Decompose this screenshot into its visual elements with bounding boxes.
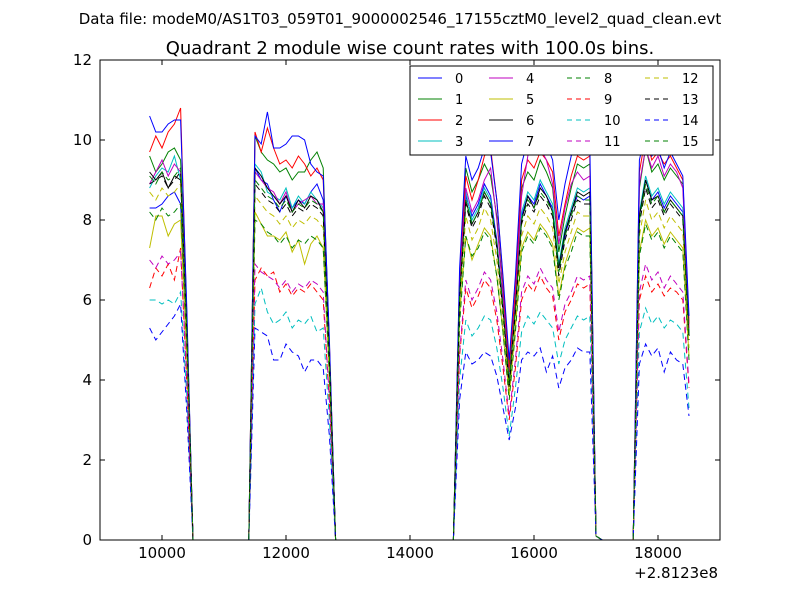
y-tick-label: 12: [73, 51, 92, 69]
series-layer: [149, 107, 690, 540]
series-line-15: [149, 166, 690, 540]
y-tick-label: 4: [82, 371, 92, 389]
legend-label-1: 1: [455, 93, 463, 108]
legend-label-4: 4: [526, 72, 534, 87]
legend-label-2: 2: [455, 114, 463, 129]
legend-label-7: 7: [526, 135, 534, 150]
x-tick-label: 16000: [510, 544, 558, 562]
legend-label-5: 5: [526, 93, 534, 108]
legend-label-0: 0: [455, 72, 463, 87]
x-tick-label: 12000: [262, 544, 310, 562]
y-tick-label: 6: [82, 291, 92, 309]
legend-label-9: 9: [604, 93, 612, 108]
legend-label-15: 15: [682, 135, 699, 150]
y-tick-label: 0: [82, 531, 92, 549]
figure-supertitle: Data file: modeM0/AS1T03_059T01_90000025…: [79, 10, 722, 29]
legend-label-8: 8: [604, 72, 612, 87]
legend-label-3: 3: [455, 135, 463, 150]
y-tick-label: 2: [82, 451, 92, 469]
y-tick-label: 10: [73, 131, 92, 149]
y-tick-label: 8: [82, 211, 92, 229]
x-tick-label: 14000: [386, 544, 434, 562]
x-offset-label: +2.8123e8: [634, 564, 718, 582]
legend-label-12: 12: [682, 72, 699, 87]
legend-label-6: 6: [526, 114, 534, 129]
x-tick-label: 10000: [138, 544, 186, 562]
legend-label-14: 14: [682, 114, 699, 129]
legend-label-10: 10: [604, 114, 621, 129]
legend-label-13: 13: [682, 93, 699, 108]
chart-title: Quadrant 2 module wise count rates with …: [166, 38, 655, 59]
x-tick-label: 18000: [634, 544, 682, 562]
legend-box: [409, 65, 714, 156]
legend-label-11: 11: [604, 135, 621, 150]
